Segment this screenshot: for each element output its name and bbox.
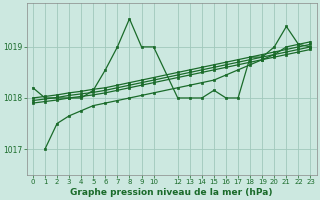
X-axis label: Graphe pression niveau de la mer (hPa): Graphe pression niveau de la mer (hPa) (70, 188, 273, 197)
